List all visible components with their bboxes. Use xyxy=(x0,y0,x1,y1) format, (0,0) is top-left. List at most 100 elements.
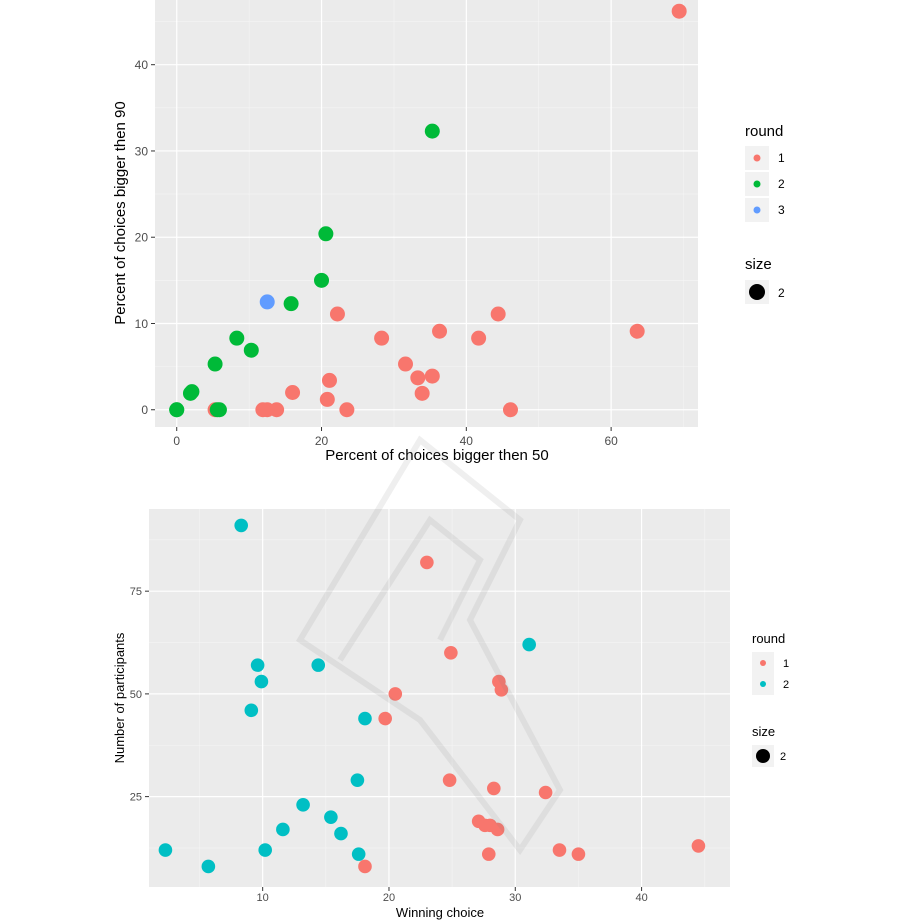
legend-label-3: 3 xyxy=(778,203,785,217)
chart-1-points xyxy=(169,3,687,418)
data-point-round-1 xyxy=(444,646,458,660)
data-point-round-1 xyxy=(538,785,553,800)
data-point-round-1 xyxy=(629,323,645,339)
data-point-round-1 xyxy=(432,323,448,339)
data-point-round-2 xyxy=(296,798,310,812)
x-tick-label: 60 xyxy=(604,434,618,448)
data-point-round-2 xyxy=(522,637,536,652)
chart-2: 10 20 30 40 25 50 75 Winning choice Number of … xyxy=(112,509,789,920)
data-point-round-1 xyxy=(414,385,430,401)
data-point-round-2 xyxy=(207,356,223,372)
data-point-round-1 xyxy=(319,391,335,407)
data-point-round-3 xyxy=(259,294,275,310)
data-point-round-1 xyxy=(490,822,505,837)
data-point-round-2 xyxy=(234,518,249,533)
y-tick-label: 30 xyxy=(135,144,149,158)
data-point-round-1 xyxy=(494,682,509,697)
chart-2-size-key-dot xyxy=(756,749,770,763)
chart-2-legend-title-round: round xyxy=(752,631,785,646)
y-tick-label: 25 xyxy=(130,792,142,804)
data-point-round-1 xyxy=(490,306,506,322)
chart-1-legend-title-size: size xyxy=(745,256,772,273)
data-point-round-1 xyxy=(552,843,567,857)
y-tick-label: 0 xyxy=(141,403,148,417)
data-point-round-2 xyxy=(324,810,338,824)
chart-1: 0 20 40 60 0 10 20 30 40 Percent of choices bigg… xyxy=(112,0,785,464)
chart-1-size-key-dot xyxy=(749,284,765,300)
legend-key-dot-2 xyxy=(753,180,761,188)
legend-key-dot-2 xyxy=(760,681,766,687)
x-tick-label: 20 xyxy=(383,892,395,904)
data-point-round-2 xyxy=(182,385,198,401)
y-tick-label: 20 xyxy=(135,231,149,245)
data-point-round-2 xyxy=(350,773,365,787)
legend-label-1: 1 xyxy=(778,151,785,165)
chart-1-legend: round 1 2 3 size 2 xyxy=(745,123,785,304)
data-point-round-1 xyxy=(420,555,434,570)
chart-1-x-axis-title: Percent of choices bigger then 50 xyxy=(325,447,548,464)
chart-1-y-axis-title: Percent of choices bigger then 90 xyxy=(112,101,129,324)
data-point-round-1 xyxy=(502,402,518,418)
data-point-round-1 xyxy=(374,330,390,346)
data-point-round-2 xyxy=(351,847,366,861)
data-point-round-2 xyxy=(169,402,185,418)
legend-label-1: 1 xyxy=(783,658,789,670)
chart-2-y-axis-title: Number of participants xyxy=(112,632,127,763)
y-tick-label: 75 xyxy=(130,586,142,598)
x-tick-label: 40 xyxy=(460,434,474,448)
chart-2-legend-entries: 12 xyxy=(752,652,789,695)
data-point-round-2 xyxy=(358,711,372,726)
chart-1-panel xyxy=(155,0,698,427)
chart-1-ticks: 0 20 40 60 0 10 20 30 40 xyxy=(135,58,618,448)
chart-2-legend: round 12 size 2 xyxy=(752,631,789,767)
data-point-round-2 xyxy=(318,226,334,242)
chart-2-legend-title-size: size xyxy=(752,724,775,739)
legend-key-dot-3 xyxy=(753,206,761,214)
data-point-round-2 xyxy=(243,342,259,358)
x-tick-label: 0 xyxy=(173,434,180,448)
data-point-round-1 xyxy=(691,839,706,853)
x-tick-label: 30 xyxy=(509,892,521,904)
data-point-round-1 xyxy=(358,859,372,874)
chart-1-legend-entries: 1 2 3 xyxy=(745,146,785,222)
chart-2-size-key-label: 2 xyxy=(780,751,786,763)
chart-1-legend-title-round: round xyxy=(745,123,783,140)
data-point-round-1 xyxy=(424,368,440,384)
data-point-round-1 xyxy=(410,370,426,386)
data-point-round-1 xyxy=(481,847,496,861)
data-point-round-1 xyxy=(321,372,337,388)
data-point-round-2 xyxy=(201,859,216,874)
data-point-round-2 xyxy=(311,658,326,672)
data-point-round-1 xyxy=(571,847,586,861)
data-point-round-1 xyxy=(671,3,687,19)
chart-2-panel xyxy=(149,509,730,887)
y-tick-label: 10 xyxy=(135,317,149,331)
data-point-round-2 xyxy=(334,826,348,841)
data-point-round-1 xyxy=(442,773,457,787)
legend-label-2: 2 xyxy=(783,679,789,691)
x-tick-label: 40 xyxy=(635,892,647,904)
data-point-round-2 xyxy=(250,658,265,672)
data-point-round-1 xyxy=(255,402,271,418)
data-point-round-2 xyxy=(254,674,269,689)
legend-key-dot-1 xyxy=(753,154,761,162)
chart-1-size-key-label: 2 xyxy=(778,286,785,300)
legend-label-2: 2 xyxy=(778,177,785,191)
data-point-round-1 xyxy=(388,687,403,701)
data-point-round-2 xyxy=(314,272,330,288)
chart-2-points xyxy=(158,518,706,874)
data-point-round-1 xyxy=(329,306,345,322)
chart-1-gridlines xyxy=(155,0,698,427)
data-point-round-2 xyxy=(158,843,173,857)
data-point-round-1 xyxy=(487,781,501,796)
data-point-round-1 xyxy=(398,356,414,372)
data-point-round-2 xyxy=(276,822,290,837)
legend-key-dot-1 xyxy=(760,660,766,666)
y-tick-label: 40 xyxy=(135,58,149,72)
data-point-round-1 xyxy=(285,384,301,400)
chart-2-x-axis-title: Winning choice xyxy=(396,905,484,920)
data-point-round-2 xyxy=(209,402,225,418)
x-tick-label: 20 xyxy=(315,434,329,448)
data-point-round-1 xyxy=(339,402,355,418)
